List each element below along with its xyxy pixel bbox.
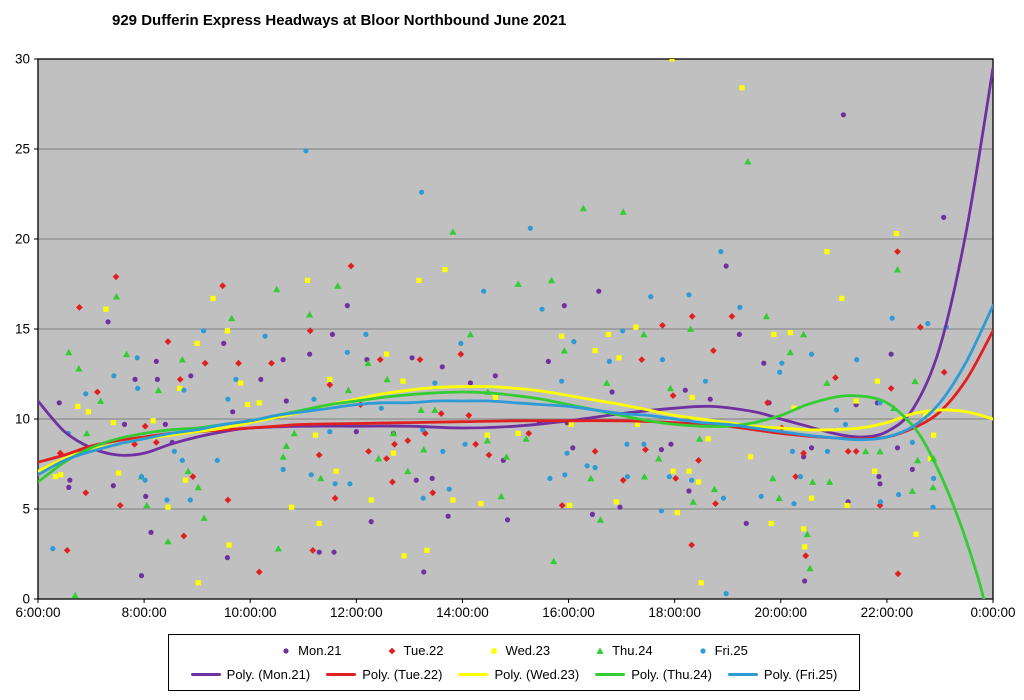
x-axis-label: 0:00:00 — [970, 605, 1015, 620]
legend-label: Poly. (Wed.23) — [494, 666, 580, 682]
legend-row-trendlines: Poly. (Mon.21) Poly. (Tue.22) Poly. (Wed.2… — [169, 667, 859, 682]
legend-item-polythu24[interactable]: Poly. (Thu.24) — [595, 667, 712, 682]
legend-item-polytue22[interactable]: Poly. (Tue.22) — [326, 667, 442, 682]
legend-item-thu24[interactable]: Thu.24 — [594, 643, 653, 659]
series-tue22 — [56, 248, 948, 578]
y-axis-label: 30 — [15, 52, 30, 67]
legend-item-wed23[interactable]: Wed.23 — [488, 643, 551, 659]
x-axis-label: 12:00:00 — [330, 605, 383, 620]
legend-label: Poly. (Thu.24) — [631, 666, 712, 682]
y-axis: 0 5 10 15 20 25 30 — [15, 52, 38, 607]
legend-label: Thu.24 — [612, 643, 653, 659]
y-axis-label: 15 — [15, 322, 30, 337]
x-axis: 6:00:00 8:00:00 10:00:00 12:00:00 14:00:00 16… — [15, 599, 1016, 620]
legend-label: Poly. (Tue.22) — [362, 666, 443, 682]
legend-item-polyfri25[interactable]: Poly. (Fri.25) — [727, 666, 838, 682]
diamond-marker-icon — [388, 647, 395, 655]
y-axis-label: 0 — [22, 592, 30, 607]
y-axis-label: 5 — [22, 502, 30, 517]
legend-item-fri25[interactable]: Fri.25 — [697, 643, 748, 658]
x-axis-label: 8:00:00 — [122, 605, 167, 620]
x-axis-label: 16:00:00 — [542, 605, 595, 620]
legend-row-series: Mon.21 Tue.22 Wed.23 Thu.24 Fri.25 — [169, 643, 859, 658]
legend-label: Wed.23 — [505, 643, 551, 659]
x-axis-label: 6:00:00 — [15, 605, 60, 620]
trendline-polywed23 — [38, 385, 993, 473]
chart-title: 929 Dufferin Express Headways at Bloor N… — [112, 12, 567, 29]
y-axis-label: 10 — [15, 412, 30, 427]
trendline-polyfri25 — [38, 304, 993, 477]
x-axis-label: 14:00:00 — [436, 605, 489, 620]
gridlines — [38, 148, 993, 510]
triangle-marker-icon — [596, 647, 604, 654]
trendline-swatch-icon — [326, 672, 357, 676]
legend-item-polymon21[interactable]: Poly. (Mon.21) — [190, 666, 311, 682]
circle-marker-icon — [283, 648, 289, 654]
circle-marker-icon — [699, 648, 706, 654]
legend-label: Poly. (Mon.21) — [226, 666, 311, 682]
x-axis-label: 10:00:00 — [224, 605, 277, 620]
square-marker-icon — [490, 648, 497, 654]
trendline-swatch-icon — [727, 672, 758, 676]
y-axis-label: 20 — [15, 232, 30, 247]
series-fri25 — [50, 148, 949, 597]
x-axis-label: 18:00:00 — [648, 605, 701, 620]
legend-label: Mon.21 — [298, 643, 342, 659]
chart-legend: Mon.21 Tue.22 Wed.23 Thu.24 Fri.25 Poly. (Mo… — [168, 634, 860, 691]
series-mon21 — [56, 112, 947, 584]
series-wed23 — [52, 59, 937, 586]
chart-plot-area: 0 5 10 15 20 25 30 6:00:00 8:00:00 10:00:00 12:00:… — [15, 52, 1016, 621]
x-axis-label: 20:00:00 — [754, 605, 807, 620]
legend-label: Tue.22 — [403, 643, 444, 659]
legend-item-mon21[interactable]: Mon.21 — [280, 643, 342, 659]
legend-item-polywed23[interactable]: Poly. (Wed.23) — [458, 667, 579, 682]
trendline-swatch-icon — [458, 672, 489, 676]
legend-label: Poly. (Fri.25) — [763, 666, 838, 682]
x-axis-label: 22:00:00 — [861, 605, 914, 620]
series-thu24 — [65, 158, 938, 599]
trendline-swatch-icon — [190, 672, 221, 676]
trendline-swatch-icon — [595, 672, 626, 676]
y-axis-label: 25 — [15, 142, 30, 157]
legend-item-tue22[interactable]: Tue.22 — [386, 643, 444, 658]
legend-label: Fri.25 — [714, 643, 748, 659]
